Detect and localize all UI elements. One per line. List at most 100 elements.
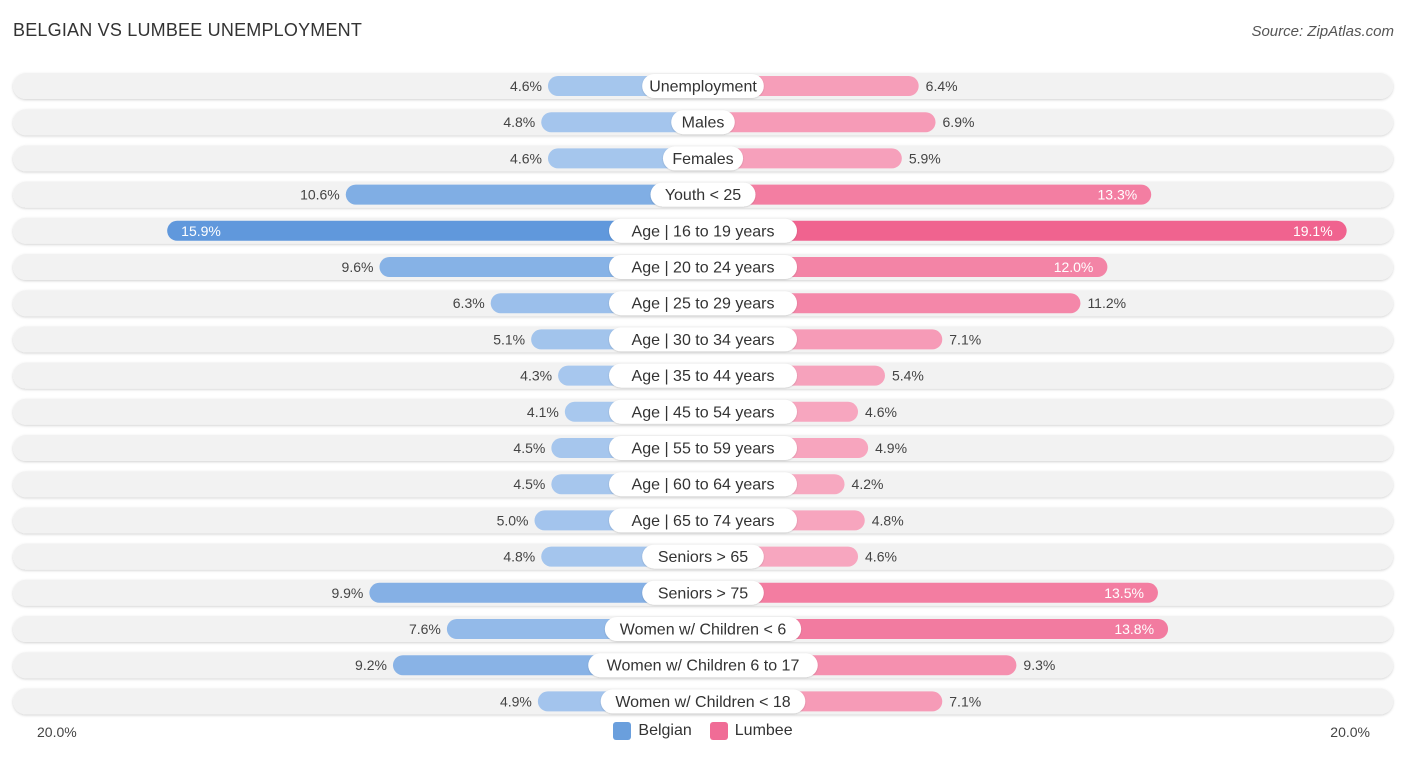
value-label-lumbee: 4.9%	[875, 440, 907, 456]
value-label-lumbee: 6.9%	[943, 114, 975, 130]
value-label-lumbee: 4.6%	[865, 549, 897, 565]
category-pill	[609, 508, 797, 533]
category-pill	[609, 218, 797, 243]
category-pill	[609, 327, 797, 352]
chart-area: 4.6% 6.4% Unemployment 4.8% 6.9% Males 4.6% 5.9…	[13, 73, 1393, 715]
category-label: Seniors > 75	[658, 585, 748, 602]
value-label-belgian: 4.8%	[503, 114, 535, 130]
category-label: Age | 30 to 34 years	[632, 332, 775, 349]
value-label-lumbee: 13.5%	[1104, 585, 1144, 601]
value-label-lumbee: 6.4%	[926, 78, 958, 94]
axis-label-right: 20.0%	[1330, 724, 1370, 740]
bar-belgian	[167, 220, 704, 241]
category-pill	[604, 617, 802, 641]
chart-title: BELGIAN VS LUMBEE UNEMPLOYMENT	[13, 20, 363, 40]
bar-lumbee	[703, 582, 1158, 603]
category-label: Age | 55 to 59 years	[632, 441, 775, 458]
value-label-belgian: 4.3%	[520, 368, 552, 384]
category-label: Age | 65 to 74 years	[632, 513, 775, 530]
bar-row: 4.5% 4.9% Age | 55 to 59 years	[13, 435, 1393, 461]
value-label-belgian: 5.0%	[497, 512, 529, 528]
value-label-lumbee: 7.1%	[949, 693, 981, 709]
bar-row: 4.1% 4.6% Age | 45 to 54 years	[13, 398, 1393, 425]
bar-row: 4.8% 4.6% Seniors > 65	[13, 543, 1393, 570]
value-label-lumbee: 13.3%	[1098, 187, 1138, 203]
category-label: Women w/ Children < 6	[620, 622, 787, 639]
value-label-belgian: 10.6%	[300, 187, 340, 203]
value-label-belgian: 4.8%	[503, 549, 535, 565]
legend-label-lumbee: Lumbee	[734, 722, 793, 739]
axis-label-left: 20.0%	[37, 724, 77, 740]
category-pill	[609, 399, 797, 424]
value-label-lumbee: 12.0%	[1054, 259, 1094, 275]
category-pill	[609, 472, 797, 497]
bar-row: 4.8% 6.9% Males	[13, 109, 1393, 136]
bar-row: 9.9% 13.5% Seniors > 75	[13, 579, 1393, 606]
category-label: Seniors > 65	[658, 549, 748, 566]
bar-lumbee	[703, 293, 1081, 314]
category-label: Unemployment	[649, 79, 757, 96]
bar-belgian	[369, 582, 703, 603]
value-label-belgian: 9.9%	[331, 585, 363, 601]
category-pill	[609, 291, 797, 316]
bar-lumbee	[703, 148, 902, 169]
category-pill	[642, 544, 764, 569]
bar-row: 4.9% 7.1% Women w/ Children < 18	[13, 688, 1393, 715]
bar-lumbee	[703, 619, 1169, 639]
value-label-belgian: 4.6%	[510, 78, 542, 94]
category-label: Males	[682, 115, 725, 132]
category-label: Age | 20 to 24 years	[632, 260, 775, 277]
legend-label-belgian: Belgian	[638, 722, 692, 739]
value-label-lumbee: 13.8%	[1114, 621, 1154, 637]
category-pill	[642, 74, 764, 98]
category-pill	[671, 110, 735, 135]
source-credit: Source: ZipAtlas.com	[1251, 23, 1394, 40]
legend-item-lumbee[interactable]: Lumbee	[709, 722, 793, 740]
value-label-belgian: 6.3%	[453, 295, 485, 311]
bar-row: 4.6% 6.4% Unemployment	[13, 73, 1393, 99]
bar-row: 9.6% 12.0% Age | 20 to 24 years	[13, 254, 1393, 280]
value-label-lumbee: 7.1%	[949, 331, 981, 347]
value-label-belgian: 15.9%	[181, 223, 221, 239]
value-label-lumbee: 9.3%	[1023, 657, 1055, 673]
value-label-belgian: 4.5%	[513, 476, 545, 492]
category-label: Age | 35 to 44 years	[632, 368, 775, 385]
value-label-belgian: 9.6%	[342, 259, 374, 275]
value-label-belgian: 9.2%	[355, 657, 387, 673]
value-label-lumbee: 5.9%	[909, 150, 941, 166]
category-pill	[588, 653, 818, 678]
bar-lumbee	[703, 112, 936, 133]
category-label: Age | 45 to 54 years	[632, 404, 775, 421]
category-pill	[650, 182, 756, 207]
category-label: Females	[672, 151, 733, 168]
value-label-belgian: 4.5%	[513, 440, 545, 456]
category-label: Women w/ Children 6 to 17	[607, 658, 800, 675]
bar-row: 6.3% 11.2% Age | 25 to 29 years	[13, 290, 1393, 317]
legend-swatch-belgian	[613, 722, 632, 740]
value-label-belgian: 7.6%	[409, 621, 441, 637]
bar-row: 5.1% 7.1% Age | 30 to 34 years	[13, 326, 1393, 353]
value-label-lumbee: 5.4%	[892, 368, 924, 384]
legend: Belgian Lumbee	[0, 722, 1406, 740]
value-label-lumbee: 4.2%	[852, 476, 884, 492]
category-pill	[609, 255, 797, 279]
bar-row: 7.6% 13.8% Women w/ Children < 6	[13, 616, 1393, 642]
legend-swatch-lumbee	[709, 722, 728, 740]
bar-belgian	[541, 112, 703, 133]
category-pill	[642, 580, 764, 605]
value-label-lumbee: 11.2%	[1087, 295, 1126, 311]
bar-lumbee	[703, 220, 1347, 241]
category-pill	[609, 436, 797, 460]
value-label-belgian: 4.1%	[527, 404, 559, 420]
category-label: Age | 16 to 19 years	[632, 223, 775, 240]
bar-belgian	[345, 184, 703, 205]
value-label-lumbee: 19.1%	[1293, 223, 1333, 239]
value-label-belgian: 4.6%	[510, 150, 542, 166]
legend-item-belgian[interactable]: Belgian	[613, 722, 692, 740]
bar-row: 4.3% 5.4% Age | 35 to 44 years	[13, 362, 1393, 389]
value-label-lumbee: 4.8%	[872, 512, 904, 528]
value-label-belgian: 4.9%	[500, 693, 532, 709]
bar-row: 4.6% 5.9% Females	[13, 145, 1393, 172]
category-pill	[662, 146, 744, 171]
category-label: Women w/ Children < 18	[615, 694, 790, 711]
